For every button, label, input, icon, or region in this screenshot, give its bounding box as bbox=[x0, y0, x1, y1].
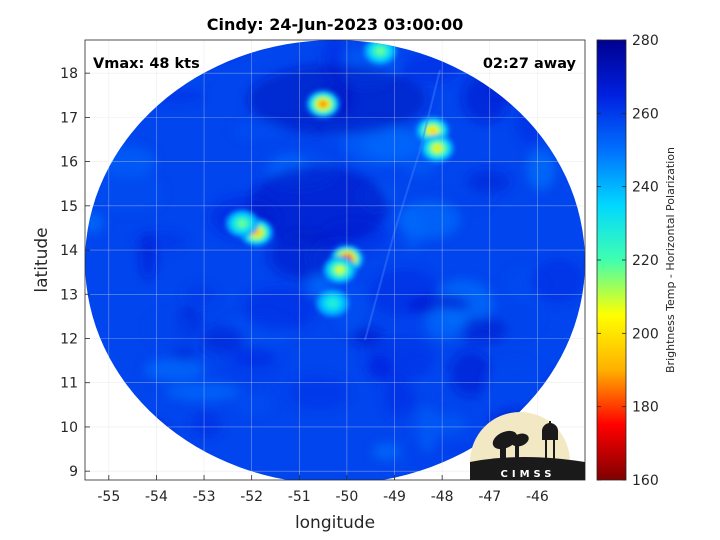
swath-texture-blob bbox=[184, 284, 216, 306]
colorbar-label: Brightness Temp - Horizontal Polarizatio… bbox=[664, 147, 677, 373]
chart-title: Cindy: 24-Jun-2023 03:00:00 bbox=[207, 15, 463, 34]
x-axis-label: longitude bbox=[295, 513, 375, 533]
x-axis-ticks: -55 -54 -53 -52 -51 -50 -49 -48 -47 -46 bbox=[97, 475, 549, 505]
y-tick-label: 12 bbox=[60, 331, 78, 347]
time-away-annotation: 02:27 away bbox=[483, 56, 577, 72]
swath-texture-blob bbox=[426, 413, 467, 436]
feature-northern-cell-2 bbox=[429, 127, 436, 134]
swath-texture-blob bbox=[449, 350, 493, 397]
swath-texture-blob bbox=[368, 355, 392, 381]
y-axis-label: latitude bbox=[32, 227, 52, 292]
y-tick-label: 14 bbox=[60, 243, 78, 259]
swath-texture-blob bbox=[94, 172, 164, 213]
x-tick-label: -51 bbox=[288, 489, 311, 505]
swath-texture-blob bbox=[457, 316, 508, 343]
swath-texture-blob bbox=[425, 306, 467, 340]
swath-texture-blob bbox=[372, 442, 401, 461]
swath-texture-blob bbox=[170, 345, 196, 363]
swath-texture-blob bbox=[289, 376, 350, 409]
feature-northern-cell-3 bbox=[376, 48, 384, 54]
colorbar-tick-label: 240 bbox=[632, 180, 659, 196]
y-tick-label: 17 bbox=[60, 110, 78, 126]
y-axis-ticks: 9 10 11 12 13 14 15 16 17 18 bbox=[60, 66, 90, 480]
swath-texture-blob bbox=[165, 383, 240, 402]
convection-features bbox=[225, 40, 455, 318]
swath-texture-blob bbox=[201, 326, 244, 355]
swath-texture-blob bbox=[396, 200, 461, 240]
x-tick-label: -55 bbox=[97, 489, 120, 505]
logo-text: CIMSS bbox=[501, 469, 556, 480]
x-tick-label: -54 bbox=[145, 489, 168, 505]
colorbar-tick-label: 160 bbox=[632, 473, 659, 489]
swath-texture-blob bbox=[236, 395, 273, 415]
swath-texture-blob bbox=[243, 287, 318, 331]
colorbar-tick-label: 180 bbox=[632, 400, 659, 416]
x-tick-label: -50 bbox=[335, 489, 358, 505]
y-tick-label: 9 bbox=[69, 464, 78, 480]
swath-texture-blob bbox=[526, 148, 556, 190]
colorbar-tick-label: 200 bbox=[632, 326, 659, 342]
logo-water-tower-icon bbox=[542, 421, 558, 463]
colorbar-tick-label: 260 bbox=[632, 106, 659, 122]
colorbar: 160 180 200 220 240 260 280 Brightness Temp - … bbox=[596, 33, 677, 489]
swath-texture-blob bbox=[413, 410, 437, 435]
colorbar-ticks: 160 180 200 220 240 260 280 bbox=[597, 33, 659, 489]
x-tick-label: -48 bbox=[431, 489, 454, 505]
logo-ground bbox=[470, 457, 585, 480]
x-tick-label: -47 bbox=[478, 489, 501, 505]
cimss-logo: CIMSS bbox=[470, 412, 585, 480]
swath-texture-blob bbox=[144, 358, 206, 381]
y-tick-label: 10 bbox=[60, 420, 78, 436]
x-tick-label: -46 bbox=[526, 489, 549, 505]
feature-northern-cell-1 bbox=[319, 101, 327, 107]
y-tick-label: 15 bbox=[60, 199, 78, 215]
swath-texture-blob bbox=[231, 122, 287, 140]
grid bbox=[85, 40, 585, 480]
swath-texture-blob bbox=[350, 326, 383, 348]
x-tick-label: -53 bbox=[193, 489, 216, 505]
x-tick-label: -49 bbox=[383, 489, 406, 505]
swath-texture-blob bbox=[191, 410, 222, 438]
swath-texture-blob bbox=[147, 312, 196, 348]
swath-texture-blob bbox=[532, 259, 584, 303]
vmax-annotation: Vmax: 48 kts bbox=[93, 56, 200, 72]
swath-texture-blob bbox=[139, 231, 157, 280]
logo-satellite-dish-icon bbox=[492, 430, 529, 463]
feature-northeast-cell bbox=[434, 145, 441, 152]
swath-texture-blob bbox=[466, 169, 511, 194]
feature-inner-eyewall-ring bbox=[336, 267, 344, 273]
colorbar-tick-label: 280 bbox=[632, 33, 659, 49]
y-tick-label: 11 bbox=[60, 376, 78, 392]
swath-texture-blob bbox=[484, 360, 545, 410]
x-tick-label: -52 bbox=[240, 489, 263, 505]
swath-texture-blob bbox=[233, 346, 275, 367]
colorbar-tick-label: 220 bbox=[632, 253, 659, 269]
colorbar-strip bbox=[596, 39, 627, 481]
feature-western-band-2 bbox=[238, 220, 246, 227]
y-tick-label: 18 bbox=[60, 66, 78, 82]
feature-southern-band bbox=[329, 300, 336, 306]
y-tick-label: 13 bbox=[60, 287, 78, 303]
swath-seam-east bbox=[364, 69, 441, 341]
y-tick-label: 16 bbox=[60, 155, 78, 171]
axes-frame bbox=[84, 39, 586, 481]
swath-texture-blob bbox=[383, 370, 414, 419]
